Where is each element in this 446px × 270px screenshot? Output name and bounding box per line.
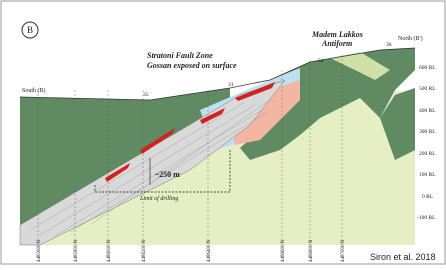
- drill-hole: 31: [228, 82, 234, 88]
- distance-label: ~250 m: [155, 170, 180, 179]
- northing-label: 4485800 N: [74, 239, 79, 262]
- elevation-label: 300 RL: [419, 129, 436, 135]
- drill-hole: 35: [143, 92, 149, 98]
- drill-hole: 36: [386, 42, 392, 48]
- elevation-label: -100 RL: [417, 215, 436, 221]
- elevation-label: 100 RL: [419, 172, 436, 178]
- northing-label: 4486800 N: [309, 239, 314, 262]
- credit: Siron et al. 2018: [370, 252, 436, 262]
- elevation-label: 400 RL: [419, 108, 436, 114]
- antiform-label: Madem Lakkos: [311, 30, 363, 39]
- end-label: North (B'): [398, 35, 423, 42]
- gossan-label: Gossan exposed on surface: [147, 61, 237, 70]
- elevation-label: 200 RL: [419, 151, 436, 157]
- limit-label: Limit of drilling: [139, 195, 178, 202]
- northing-label: 4485600 N: [37, 239, 42, 262]
- elevation-label: 0 RL: [422, 194, 434, 200]
- northing-label: 4486400 N: [207, 239, 212, 262]
- northing-label: 4487000 N: [341, 239, 346, 262]
- drill-hole: 54: [318, 58, 324, 64]
- northing-label: 4486000 N: [107, 239, 112, 262]
- end-label: South (B): [22, 87, 46, 94]
- antiform-label: Antiform: [321, 39, 352, 48]
- northing-label: 4486600 N: [281, 239, 286, 262]
- panel-label: B: [27, 25, 33, 35]
- fault-label: Stratoni Fault Zone: [147, 51, 213, 60]
- elevation-label: 600 RL: [419, 65, 436, 71]
- figure: B Stratoni Fault Zone Gossan exposed on …: [0, 0, 446, 265]
- northing-label: 4486200 N: [142, 239, 147, 262]
- elevation-label: 500 RL: [419, 86, 436, 92]
